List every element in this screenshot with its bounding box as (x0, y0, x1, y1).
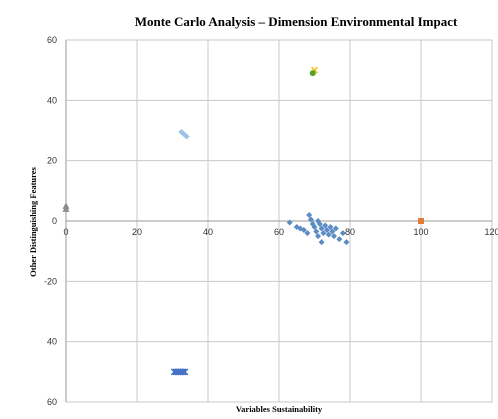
x-tick-label: 60 (274, 227, 284, 237)
data-point (181, 368, 189, 376)
data-point (327, 224, 334, 231)
data-point (313, 228, 320, 235)
data-point (300, 227, 307, 234)
data-point (318, 239, 325, 246)
y-tick-label: 60 (47, 35, 57, 45)
y-tick-label: -20 (44, 276, 57, 286)
y-tick-label: 60 (47, 397, 57, 407)
data-point (343, 239, 350, 246)
data-point (315, 233, 322, 240)
data-point (183, 133, 190, 140)
data-point (286, 219, 293, 226)
data-point (322, 222, 329, 229)
data-point (331, 233, 338, 240)
data-point (323, 227, 330, 234)
chart-title: Monte Carlo Analysis – Dimension Environ… (135, 14, 458, 29)
data-point (311, 224, 318, 231)
x-tick-label: 120 (484, 227, 498, 237)
x-tick-label: 100 (413, 227, 428, 237)
data-point (332, 225, 339, 232)
x-axis-label: Variables Sustainability (236, 404, 323, 414)
data-point (309, 70, 316, 77)
data-point (339, 230, 346, 237)
grid-lines (65, 39, 493, 403)
x-tick-label: 0 (63, 227, 68, 237)
data-point (62, 205, 70, 212)
data-point (329, 228, 336, 235)
y-tick-label: 40 (47, 95, 57, 105)
y-tick-label: 40 (47, 337, 57, 347)
data-point (304, 230, 311, 237)
data-point (336, 236, 343, 243)
x-tick-label: 20 (132, 227, 142, 237)
x-tick-label: 40 (203, 227, 213, 237)
y-tick-label: 0 (52, 216, 57, 226)
data-point (318, 225, 325, 232)
y-tick-label: 20 (47, 156, 57, 166)
data-point (306, 211, 313, 218)
data-point (316, 221, 323, 228)
data-points (62, 66, 424, 376)
data-point (307, 216, 314, 223)
y-axis-label: Other Distinguishing Features (28, 166, 38, 276)
data-point (325, 231, 332, 238)
tick-labels: 0 20 40 60 80 100 120 60 40 20 0 -20 40 60 (44, 35, 498, 407)
data-point (418, 218, 424, 224)
x-tick-label: 80 (345, 227, 355, 237)
data-point (320, 230, 327, 237)
